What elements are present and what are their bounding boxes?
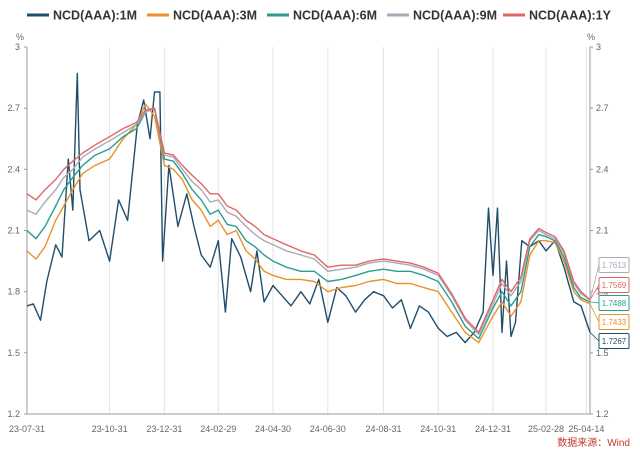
end-labels: 1.7267 1.7433 1.7488 1.7613 1.7569 (589, 257, 630, 349)
y-tick-label: 3 (596, 42, 601, 52)
y-ticks-right: 1.21.51.82.12.42.73 (590, 42, 609, 419)
end-label-text: 1.7267 (602, 337, 627, 346)
y-tick-label: 1.2 (7, 409, 20, 419)
y-tick-label: 2.7 (7, 103, 20, 113)
y-tick-label: 3 (15, 42, 20, 52)
x-tick-label: 24-06-30 (310, 424, 346, 434)
end-label-box (598, 314, 630, 330)
y-tick-label: 2.4 (596, 164, 609, 174)
y-tick-label: 2.1 (7, 226, 20, 236)
x-tick-label: 24-08-31 (365, 424, 401, 434)
axes (26, 47, 591, 415)
y-tick-label: 1.5 (596, 348, 609, 358)
source-note: 数据来源：Wind (557, 436, 630, 449)
end-label-text: 1.7433 (602, 318, 627, 327)
end-label-box (598, 277, 630, 293)
series-line (26, 107, 591, 336)
legend-label: NCD(AAA):3M (173, 9, 257, 23)
y-tick-label: 1.5 (7, 348, 20, 358)
end-label-text: 1.7488 (602, 299, 627, 308)
x-tick-label: 24-02-29 (200, 424, 236, 434)
x-tick-label: 25-04-14 (568, 424, 604, 434)
x-tick-label: 24-12-31 (475, 424, 511, 434)
x-tick-label: 24-10-31 (420, 424, 456, 434)
end-label-box (598, 257, 630, 273)
end-connector (589, 332, 600, 342)
series-line (26, 107, 591, 334)
legend-label: NCD(AAA):6M (293, 9, 377, 23)
x-gridlines (26, 47, 587, 414)
x-tick-label: 25-02-28 (528, 424, 564, 434)
y-tick-label: 2.7 (596, 103, 609, 113)
series-line (26, 107, 591, 340)
series-lines (26, 72, 591, 344)
legend-label: NCD(AAA):1M (53, 9, 137, 23)
series-line (26, 72, 591, 344)
legend-label: NCD(AAA):9M (413, 9, 497, 23)
x-tick-label: 24-04-30 (255, 424, 291, 434)
end-connector (589, 264, 600, 300)
end-connector (589, 284, 600, 301)
end-connector (589, 301, 600, 304)
y-tick-label: 2.1 (596, 226, 609, 236)
x-tick-label: 23-07-31 (9, 424, 45, 434)
end-label-box (598, 333, 630, 349)
y-unit-right: % (587, 32, 595, 42)
legend: NCD(AAA):1M NCD(AAA):3M NCD(AAA):6M NCD(AAA… (27, 9, 612, 23)
legend-label: NCD(AAA):1Y (529, 9, 612, 23)
y-ticks-left: 1.2 1.5 1.8 2.1 2.4 2.7 3 (7, 42, 27, 419)
y-tick-label: 1.8 (7, 287, 20, 297)
y-unit-left: % (16, 32, 24, 42)
end-label-text: 1.7569 (602, 281, 627, 290)
x-tick-label: 23-12-31 (146, 424, 182, 434)
y-tick-label: 1.2 (596, 409, 609, 419)
series-line (26, 103, 591, 344)
end-label-box (598, 295, 630, 311)
x-tick-label: 23-10-31 (92, 424, 128, 434)
end-label-text: 1.7613 (602, 261, 627, 270)
y-tick-label: 2.4 (7, 164, 20, 174)
x-ticks: 23-07-31 23-10-31 23-12-31 24-02-29 24-04-30… (9, 424, 604, 434)
end-connector (589, 303, 600, 323)
